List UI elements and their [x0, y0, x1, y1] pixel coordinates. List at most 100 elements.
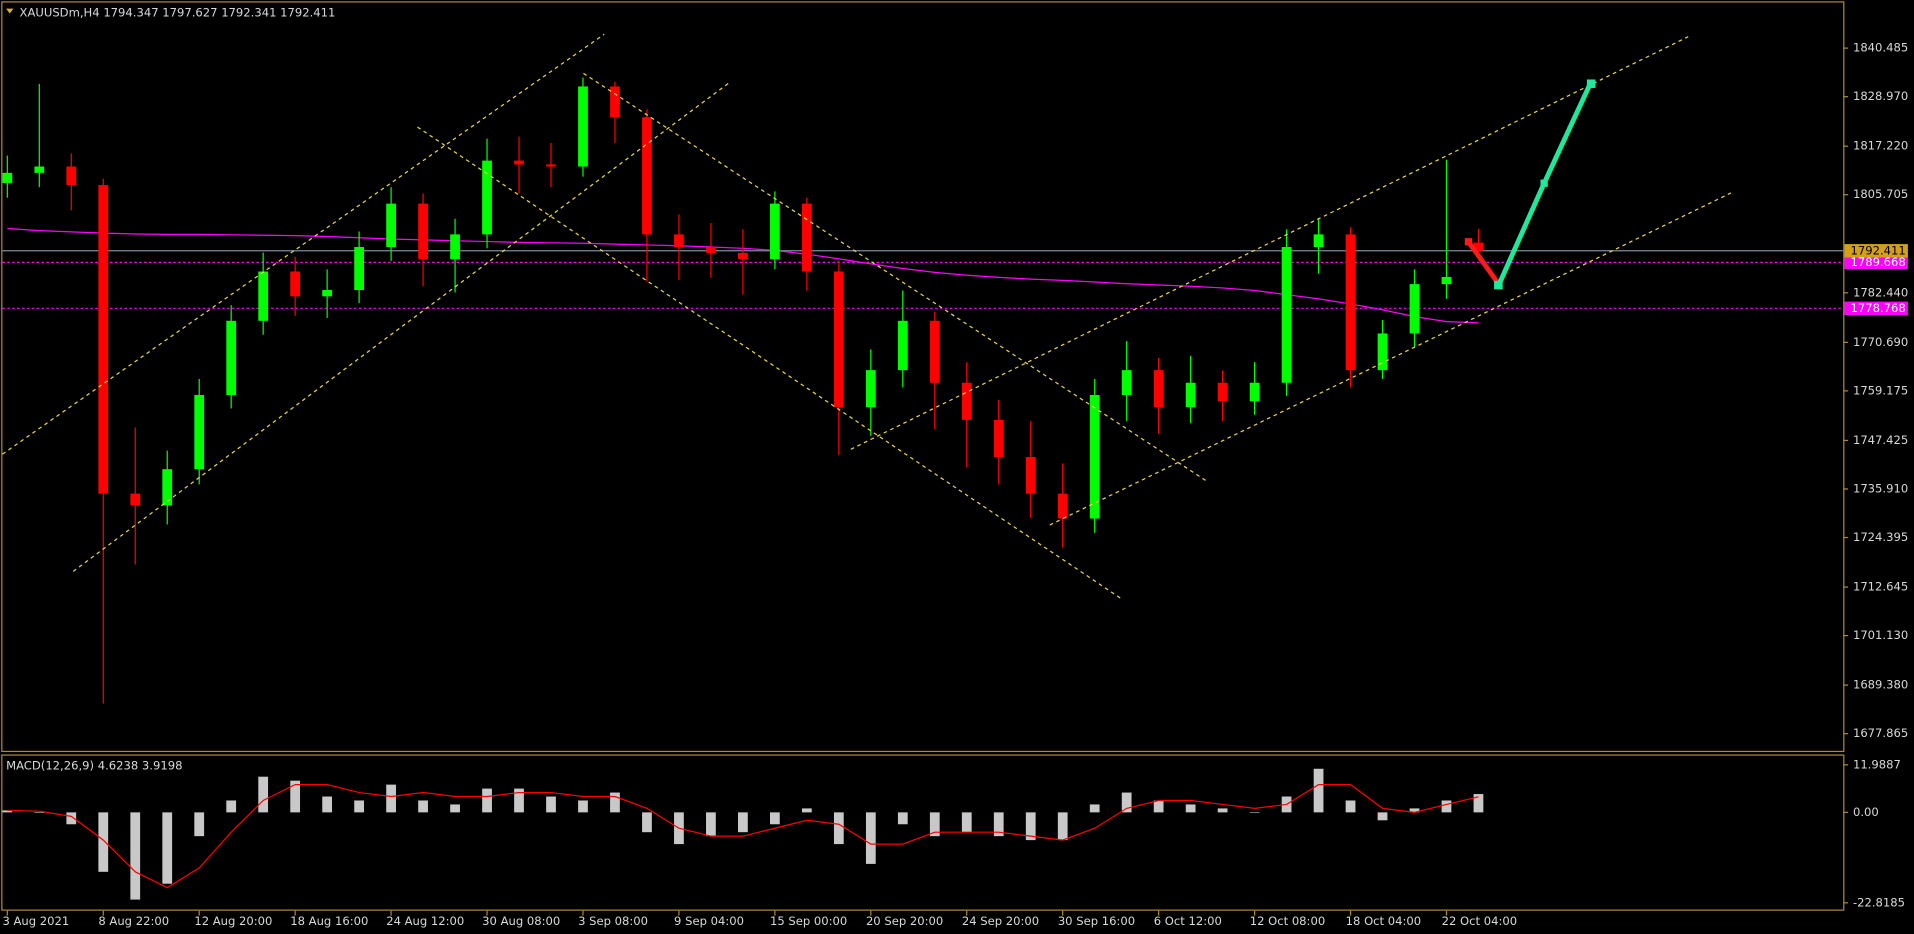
candle-body — [642, 117, 652, 235]
macd-bar — [482, 788, 492, 813]
macd-title: MACD(12,26,9) — [6, 758, 94, 772]
macd-bar — [2, 810, 13, 813]
candle-body — [961, 382, 972, 420]
close: 1792.411 — [280, 5, 335, 19]
candle-body — [706, 247, 716, 253]
candle-body — [450, 234, 460, 260]
y-tick-label: 1805.705 — [1853, 187, 1908, 201]
macd-bar — [194, 812, 205, 837]
x-tick-label: 20 Sep 20:00 — [866, 914, 943, 928]
candle-body — [290, 271, 301, 297]
high: 1797.627 — [162, 5, 217, 19]
y-tick-label: 1817.220 — [1853, 139, 1908, 153]
channel-line — [1049, 192, 1732, 526]
candle-body — [1345, 234, 1356, 371]
x-tick-label: 3 Aug 2021 — [2, 914, 69, 928]
x-tick-label: 12 Aug 20:00 — [194, 914, 272, 928]
y-tick-label: 1701.130 — [1853, 628, 1908, 642]
candle-body — [1025, 456, 1036, 494]
macd-bar — [546, 796, 556, 813]
macd-bar — [1121, 792, 1132, 813]
macd-bar — [514, 788, 524, 813]
macd-bar — [1217, 808, 1228, 813]
channel-line — [417, 126, 1121, 599]
macd-bar — [1185, 804, 1196, 813]
candle-body — [258, 271, 269, 321]
macd-bar — [34, 812, 45, 813]
macd-bar — [801, 808, 812, 813]
candle-body — [1217, 382, 1228, 402]
candle-body — [1089, 395, 1100, 519]
x-tick-label: 12 Oct 08:00 — [1250, 914, 1325, 928]
macd-bar — [706, 812, 716, 837]
macd-bar — [1377, 812, 1388, 821]
macd-bar — [642, 812, 652, 833]
projection-node — [1494, 280, 1503, 290]
candle-body — [1377, 333, 1388, 371]
price-label: 1792.411 — [1851, 243, 1906, 257]
macd-bar — [322, 796, 333, 813]
projection-node — [1540, 179, 1548, 187]
price-label-box — [1844, 244, 1908, 258]
candle-body — [993, 419, 1004, 457]
macd-bar — [450, 804, 460, 813]
candle-body — [98, 185, 109, 494]
y-tick-label: 1735.910 — [1853, 481, 1908, 495]
y-tick-label: 1828.970 — [1853, 89, 1908, 103]
macd-bar — [1153, 800, 1164, 813]
open: 1794.347 — [103, 5, 158, 19]
candle-body — [226, 320, 237, 396]
symbol: XAUUSDm,H4 — [20, 5, 100, 19]
x-tick-label: 6 Oct 12:00 — [1154, 914, 1222, 928]
price-label-box — [1844, 255, 1908, 270]
candle-body — [610, 86, 620, 118]
header-marker — [6, 8, 14, 14]
candle-body — [386, 203, 396, 248]
macd-bar — [1345, 800, 1356, 813]
candle-body — [418, 203, 428, 260]
macd-panel-frame — [1, 754, 1845, 911]
macd-bar — [98, 812, 109, 872]
candle-body — [354, 247, 365, 291]
candle-body — [865, 370, 876, 408]
macd-bar — [929, 812, 940, 837]
candle-body — [801, 203, 812, 272]
price-label: 1789.668 — [1851, 255, 1906, 269]
macd-bar — [1089, 804, 1100, 813]
macd-bar — [578, 800, 588, 813]
candle-body — [1473, 242, 1484, 251]
main-panel-frame — [1, 1, 1845, 753]
candle-body — [1441, 276, 1452, 285]
candle-body — [130, 493, 141, 506]
channel-line — [72, 82, 730, 572]
channel-line — [850, 36, 1689, 450]
x-tick-label: 24 Aug 12:00 — [386, 914, 464, 928]
y-tick-label: 1724.395 — [1853, 530, 1908, 544]
macd-bar — [1473, 794, 1484, 813]
candle-body — [929, 320, 940, 383]
macd-bar — [610, 792, 620, 813]
projection-down — [1466, 240, 1501, 286]
signal-value: 3.9198 — [142, 758, 183, 772]
candle-body — [1057, 493, 1068, 519]
macd-bar — [738, 812, 748, 833]
candle-body — [1409, 284, 1420, 334]
y-tick-label: 1689.380 — [1853, 678, 1908, 692]
candle-body — [514, 160, 524, 165]
macd-value: 4.6238 — [98, 758, 139, 772]
x-tick-label: 8 Aug 22:00 — [98, 914, 169, 928]
projection — [1464, 79, 1596, 290]
candle-body — [578, 86, 588, 167]
projection-node — [1586, 79, 1596, 88]
x-tick-label: 15 Sep 00:00 — [770, 914, 847, 928]
plot-area: 1840.485 1828.970 1817.220 1805.705 1782.440… — [2, 41, 1908, 928]
candle-body — [1249, 382, 1260, 402]
trend-channels — [2, 33, 1732, 599]
price-label-box — [1844, 301, 1908, 316]
candle-body — [322, 290, 333, 297]
y-tick-label: 1747.425 — [1853, 433, 1908, 447]
candle-body — [1185, 382, 1196, 408]
candle-body — [674, 234, 684, 248]
candle-body — [2, 172, 13, 183]
macd-bar — [833, 812, 844, 845]
